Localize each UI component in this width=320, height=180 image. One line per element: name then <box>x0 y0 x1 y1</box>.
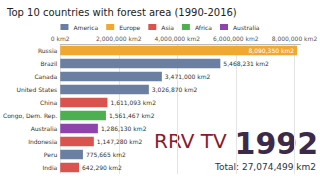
svg-text:America: America <box>73 24 98 31</box>
svg-text:United States: United States <box>17 86 58 93</box>
svg-text:Europe: Europe <box>119 24 140 32</box>
svg-text:Australia: Australia <box>31 125 58 132</box>
svg-text:0 km2: 0 km2 <box>51 35 70 42</box>
svg-text:1,147,280 km2: 1,147,280 km2 <box>97 138 143 145</box>
svg-text:Congo, Dem. Rep.: Congo, Dem. Rep. <box>3 112 57 120</box>
svg-text:Indonesia: Indonesia <box>28 138 57 145</box>
svg-text:Africa: Africa <box>195 24 212 31</box>
svg-text:Asia: Asia <box>161 24 174 31</box>
svg-text:3,471,000 km2: 3,471,000 km2 <box>165 73 211 80</box>
svg-text:Peru: Peru <box>44 151 58 158</box>
svg-text:8,090,350 km2: 8,090,350 km2 <box>249 47 295 54</box>
svg-text:1,286,130 km2: 1,286,130 km2 <box>101 125 147 132</box>
svg-text:RRV TV: RRV TV <box>154 129 227 153</box>
svg-text:775,665 km2: 775,665 km2 <box>86 151 126 158</box>
svg-text:India: India <box>43 164 58 171</box>
svg-text:5,468,231 km2: 5,468,231 km2 <box>223 60 269 67</box>
svg-text:1,611,093 km2: 1,611,093 km2 <box>110 99 156 106</box>
svg-text:Russia: Russia <box>38 47 58 54</box>
svg-text:1,561,467 km2: 1,561,467 km2 <box>109 112 155 119</box>
svg-text:6,000,000 km2: 6,000,000 km2 <box>213 35 259 42</box>
svg-text:Brazil: Brazil <box>40 60 57 67</box>
svg-text:642,290 km2: 642,290 km2 <box>82 164 122 171</box>
svg-text:8,000,000 km2: 8,000,000 km2 <box>272 35 318 42</box>
svg-text:Total: 27,074,499 km2: Total: 27,074,499 km2 <box>214 162 316 172</box>
svg-text:3,026,870 km2: 3,026,870 km2 <box>152 86 198 93</box>
svg-text:Canada: Canada <box>34 73 57 80</box>
svg-text:Australia: Australia <box>233 24 260 31</box>
svg-text:Top 10 countries with forest a: Top 10 countries with forest area (1990-… <box>6 7 237 18</box>
svg-text:4,000,000 km2: 4,000,000 km2 <box>155 35 201 42</box>
svg-text:2,000,000 km2: 2,000,000 km2 <box>96 35 142 42</box>
svg-text:1992: 1992 <box>235 126 319 161</box>
svg-text:China: China <box>40 99 57 106</box>
